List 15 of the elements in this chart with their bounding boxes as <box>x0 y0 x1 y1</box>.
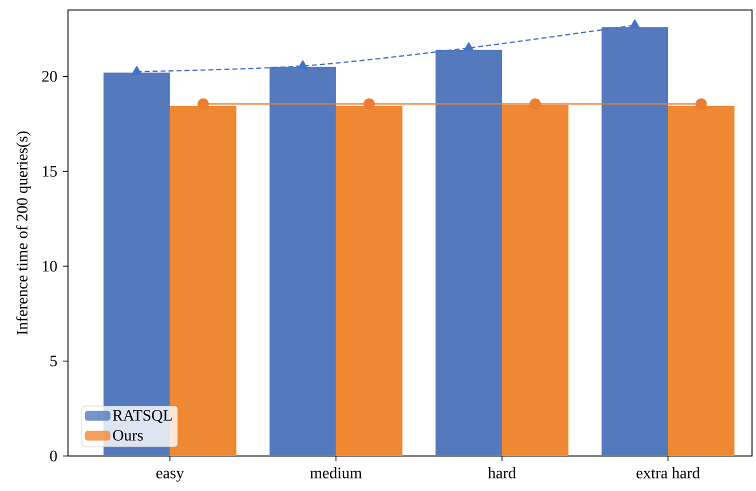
bar <box>270 66 336 456</box>
x-tick-label: easy <box>156 470 184 482</box>
y-axis-title: Inference time of 200 queries(s) <box>16 131 31 335</box>
x-tick-label: extra hard <box>636 467 700 478</box>
bar <box>602 27 668 456</box>
legend-label: RATSQL <box>112 410 172 424</box>
y-tick-label: 0 <box>50 450 57 462</box>
y-tick-label: 20 <box>42 71 57 82</box>
legend-label: Ours <box>113 430 143 441</box>
y-tick-label: 15 <box>42 166 57 177</box>
x-tick-label: hard <box>488 467 516 478</box>
x-tick-label: medium <box>310 467 362 478</box>
bar <box>436 50 502 456</box>
y-tick-label: 5 <box>50 356 57 366</box>
y-tick-label: 10 <box>42 260 57 272</box>
